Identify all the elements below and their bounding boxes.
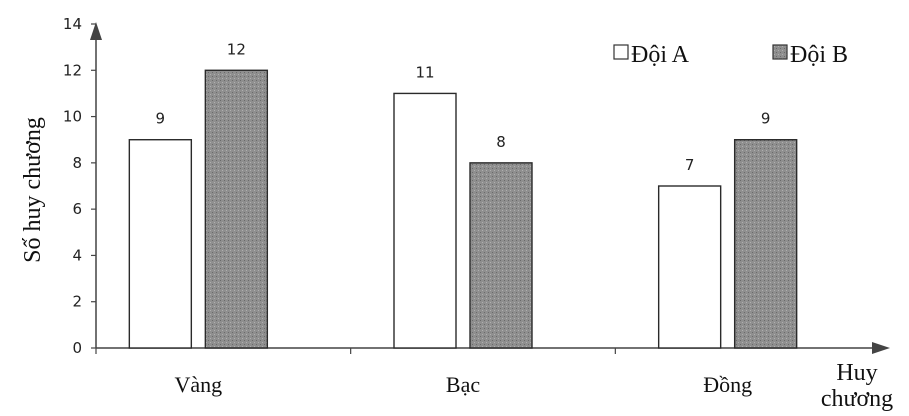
legend-swatch-doi-a [613, 44, 629, 60]
y-tick-label: 8 [72, 154, 82, 172]
bar-doi-a [393, 92, 457, 349]
bar-doi-b [204, 69, 269, 349]
legend-item-doi-a: Đội A [613, 42, 690, 68]
y-tick-label: 14 [63, 15, 82, 33]
legend-item-doi-b: Đội B [772, 42, 848, 68]
legend-label-doi-b: Đội B [790, 42, 848, 68]
legend: Đội A Đội B [613, 42, 848, 68]
y-tick-label: 10 [63, 108, 82, 126]
category-labels: Vàng Bạc Đồng [175, 372, 753, 397]
x-axis-category-ticks [95, 348, 616, 354]
y-axis-arrow [90, 22, 102, 40]
y-axis-title: Số huy chương [20, 117, 46, 263]
legend-label-doi-a: Đội A [631, 42, 690, 68]
y-axis-ticks: 0 2 4 6 8 10 12 14 [63, 15, 96, 357]
x-axis-title-line-1: Huy [836, 360, 877, 386]
x-axis-title-line-2: chương [821, 386, 893, 412]
data-label-doi-a: 9 [156, 110, 166, 128]
y-tick-label: 12 [63, 61, 82, 79]
category-label: Vàng [175, 372, 223, 397]
data-label-doi-b: 8 [496, 133, 506, 151]
x-axis-arrow [872, 342, 890, 354]
bars [128, 69, 798, 349]
bar-doi-a [128, 139, 193, 349]
data-label-doi-b: 12 [227, 40, 246, 58]
y-tick-label: 4 [72, 246, 82, 264]
data-label-doi-a: 7 [685, 156, 695, 174]
data-labels: 9 12 11 8 7 9 [156, 40, 771, 174]
y-tick-label: 6 [72, 200, 82, 218]
legend-swatch-doi-b [772, 44, 788, 60]
category-label: Đồng [703, 372, 752, 397]
data-label-doi-a: 11 [415, 63, 434, 81]
bar-doi-b [733, 139, 798, 349]
data-label-doi-b: 9 [761, 110, 771, 128]
bar-doi-b [469, 162, 533, 349]
category-label: Bạc [446, 372, 480, 397]
y-tick-label: 2 [72, 293, 82, 311]
bar-doi-a [657, 185, 722, 349]
y-tick-label: 0 [72, 339, 82, 357]
